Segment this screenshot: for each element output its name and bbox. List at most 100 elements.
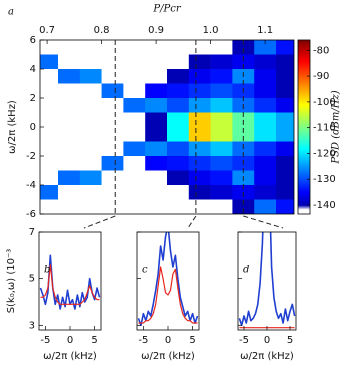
heatmap-cell bbox=[210, 170, 233, 186]
colorbar-tick-label: -110 bbox=[313, 123, 336, 134]
heatmap-cell bbox=[40, 69, 59, 84]
heatmap-cell bbox=[188, 127, 211, 142]
heatmap-cell bbox=[40, 83, 59, 99]
heatmap-cell bbox=[123, 127, 146, 142]
heatmap-cell bbox=[145, 69, 168, 84]
data-line bbox=[39, 254, 101, 310]
heatmap-cell bbox=[145, 54, 168, 70]
data-line bbox=[238, 232, 296, 327]
heatmap-cell bbox=[232, 127, 255, 142]
panel-label: c bbox=[142, 265, 148, 276]
heatmap-cell bbox=[57, 112, 81, 128]
x-axis-label: ω/2π (kHz) bbox=[240, 351, 294, 362]
x-tick-label: -5 bbox=[40, 335, 50, 346]
heatmap-cell bbox=[188, 69, 211, 84]
heatmap-cell bbox=[254, 141, 277, 157]
panel-label: d bbox=[243, 265, 249, 276]
heatmap-cell bbox=[101, 127, 124, 142]
heatmap-cell bbox=[167, 141, 190, 157]
colorbar-tick-label: -80 bbox=[313, 45, 329, 56]
heatmap-cell bbox=[276, 156, 294, 171]
y-tick-label: -4 bbox=[26, 180, 36, 191]
x-tick-label: -5 bbox=[239, 335, 249, 346]
heatmap-cell bbox=[232, 54, 255, 70]
heatmap-cell bbox=[210, 156, 233, 171]
heatmap-cell bbox=[276, 98, 294, 113]
heatmap-cell bbox=[254, 112, 277, 128]
data-line bbox=[137, 232, 199, 327]
heatmap-cell bbox=[188, 141, 211, 157]
colorbar-tick-label: -140 bbox=[313, 200, 336, 211]
heatmap-cell bbox=[40, 156, 59, 171]
heatmap-cell bbox=[167, 199, 190, 214]
heatmap-cell bbox=[276, 69, 294, 84]
heatmap-cell bbox=[188, 83, 211, 99]
heatmap-cell bbox=[57, 199, 81, 214]
heatmap-cell bbox=[188, 98, 211, 113]
heatmap-cell bbox=[57, 156, 81, 171]
panel-label: b bbox=[44, 265, 50, 276]
y-tick-label: -2 bbox=[26, 151, 36, 162]
colorbar-tick-label: -120 bbox=[313, 148, 336, 159]
heatmap-cells bbox=[40, 40, 294, 214]
heatmap-cell bbox=[232, 112, 255, 128]
heatmap-cell bbox=[210, 199, 233, 214]
heatmap-cell bbox=[40, 199, 59, 214]
heatmap-cell bbox=[123, 54, 146, 70]
x-tick-label: 0.7 bbox=[39, 25, 55, 36]
x-axis-label: P/Pcr bbox=[152, 4, 181, 15]
x-tick-label: -5 bbox=[138, 335, 148, 346]
heatmap-cell bbox=[232, 199, 255, 214]
heatmap-cell bbox=[79, 112, 102, 128]
connector bbox=[187, 215, 197, 229]
heatmap-cell bbox=[57, 127, 81, 142]
heatmap-cell bbox=[145, 199, 168, 214]
heatmap-cell bbox=[101, 141, 124, 157]
heatmap-cell bbox=[167, 170, 190, 186]
heatmap-cell bbox=[210, 40, 233, 55]
heatmap-cell bbox=[101, 83, 124, 99]
heatmap-cell bbox=[123, 141, 146, 157]
heatmap-cell bbox=[188, 185, 211, 200]
heatmap-cell bbox=[40, 54, 59, 70]
heatmap-cell bbox=[40, 170, 59, 186]
heatmap-cell bbox=[40, 98, 59, 113]
x-tick-label: 0.8 bbox=[94, 25, 110, 36]
heatmap-cell bbox=[254, 69, 277, 84]
heatmap-cell bbox=[123, 156, 146, 171]
heatmap-cell bbox=[123, 40, 146, 55]
heatmap-cell bbox=[40, 127, 59, 142]
plot-area bbox=[137, 232, 199, 327]
y-tick-label: 7 bbox=[29, 227, 35, 238]
x-tick-label: 5 bbox=[287, 335, 293, 346]
panel-label: a bbox=[8, 7, 14, 18]
heatmap-cell bbox=[101, 170, 124, 186]
heatmap-cell bbox=[188, 112, 211, 128]
y-tick-label: -6 bbox=[26, 209, 36, 220]
heatmap-cell bbox=[254, 40, 277, 55]
heatmap-cell bbox=[79, 69, 102, 84]
heatmap-cell bbox=[167, 98, 190, 113]
heatmap-cell bbox=[254, 199, 277, 214]
heatmap-cell bbox=[57, 83, 81, 99]
x-tick-label: 5 bbox=[91, 335, 97, 346]
heatmap-cell bbox=[276, 127, 294, 142]
data-line bbox=[40, 264, 100, 305]
heatmap-cell bbox=[254, 83, 277, 99]
colorbar-tick-label: -100 bbox=[313, 97, 336, 108]
heatmap-cell bbox=[276, 54, 294, 70]
y-tick-label: 3 bbox=[29, 320, 35, 331]
x-axis-label: ω/2π (kHz) bbox=[141, 351, 195, 362]
heatmap-cell bbox=[101, 156, 124, 171]
heatmap-cell bbox=[40, 185, 59, 200]
heatmap-cell bbox=[254, 170, 277, 186]
colorbar-tick-label: -130 bbox=[313, 174, 336, 185]
heatmap-cell bbox=[101, 69, 124, 84]
heatmap-cell bbox=[123, 199, 146, 214]
heatmap-cell bbox=[254, 54, 277, 70]
colorbar bbox=[297, 39, 311, 215]
heatmap-cell bbox=[167, 156, 190, 171]
x-tick-label: 5 bbox=[189, 335, 195, 346]
heatmap-cell bbox=[123, 98, 146, 113]
heatmap-cell bbox=[188, 40, 211, 55]
